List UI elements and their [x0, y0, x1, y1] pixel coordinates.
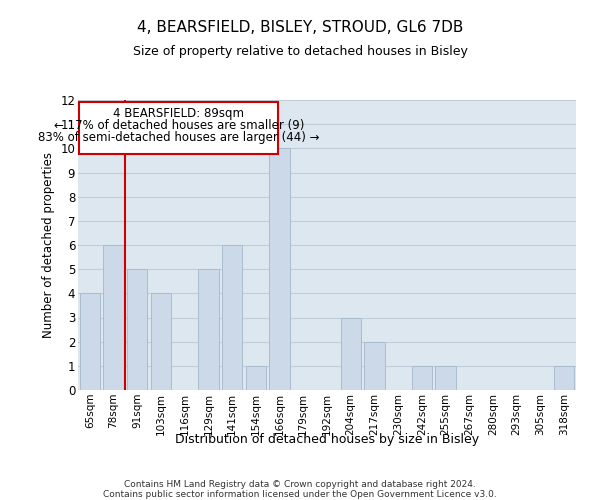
Text: 83% of semi-detached houses are larger (44) →: 83% of semi-detached houses are larger (… [38, 132, 320, 144]
Bar [364, 342, 385, 390]
Bar [554, 366, 574, 390]
Bar [269, 148, 290, 390]
FancyBboxPatch shape [79, 102, 278, 154]
Bar [151, 294, 171, 390]
Bar [222, 245, 242, 390]
Text: Size of property relative to detached houses in Bisley: Size of property relative to detached ho… [133, 45, 467, 58]
Y-axis label: Number of detached properties: Number of detached properties [41, 152, 55, 338]
Text: ← 17% of detached houses are smaller (9): ← 17% of detached houses are smaller (9) [53, 119, 304, 132]
Bar [80, 294, 100, 390]
Text: 4, BEARSFIELD, BISLEY, STROUD, GL6 7DB: 4, BEARSFIELD, BISLEY, STROUD, GL6 7DB [137, 20, 463, 35]
Bar [341, 318, 361, 390]
Bar [199, 269, 218, 390]
Text: Distribution of detached houses by size in Bisley: Distribution of detached houses by size … [175, 432, 479, 446]
Text: Contains HM Land Registry data © Crown copyright and database right 2024.
Contai: Contains HM Land Registry data © Crown c… [103, 480, 497, 500]
Bar [412, 366, 432, 390]
Text: 4 BEARSFIELD: 89sqm: 4 BEARSFIELD: 89sqm [113, 107, 244, 120]
Bar [246, 366, 266, 390]
Bar [103, 245, 124, 390]
Bar [127, 269, 148, 390]
Bar [436, 366, 455, 390]
